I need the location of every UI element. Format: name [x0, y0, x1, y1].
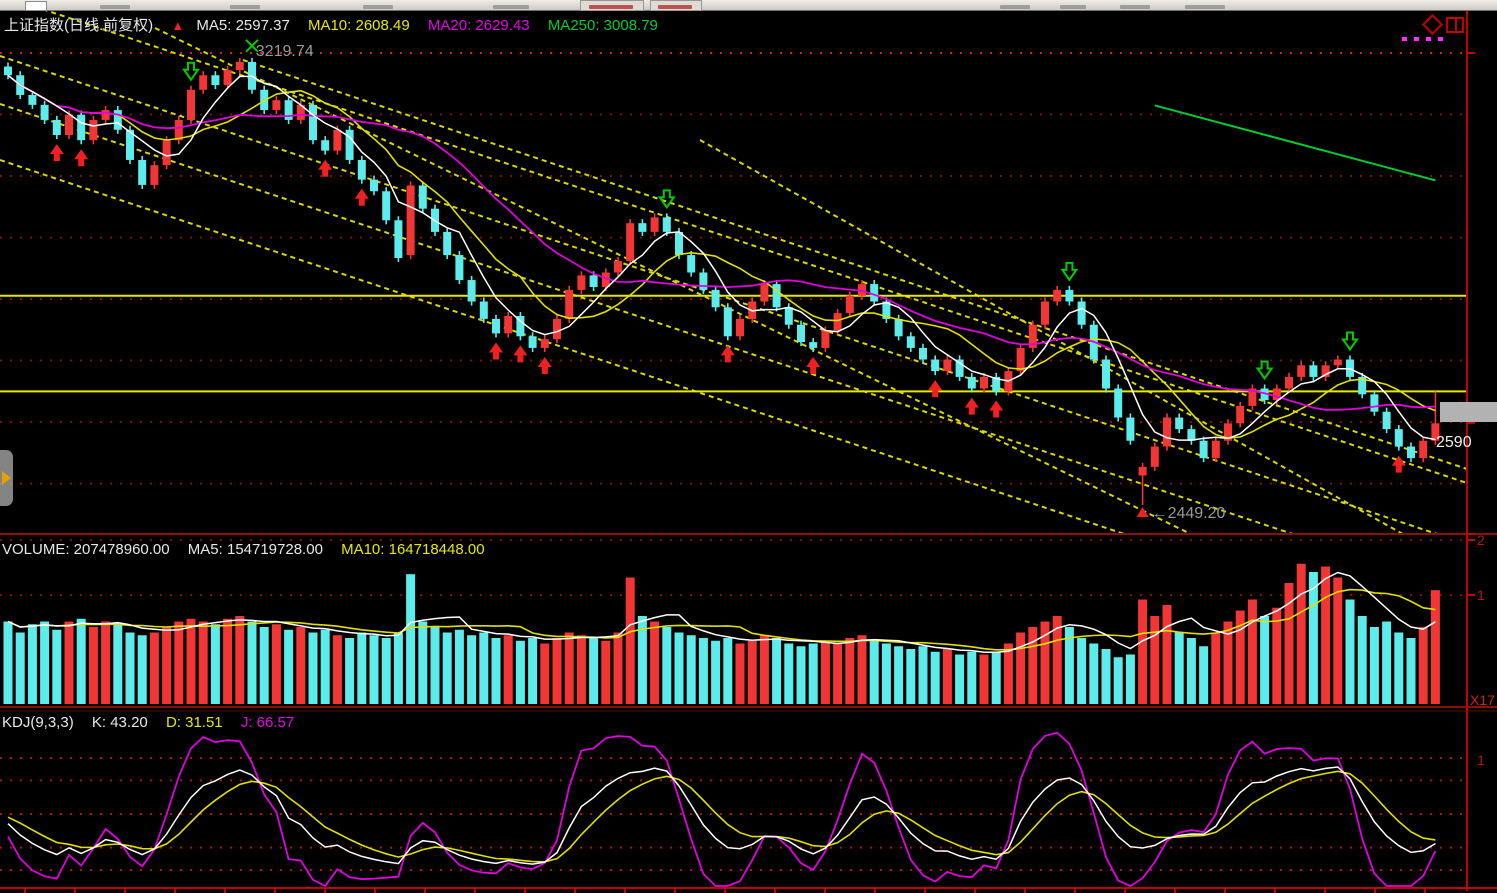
menu-bar-fragment [100, 5, 130, 9]
sell-arrow-icon [1341, 331, 1359, 352]
svg-text:←2449.20: ←2449.20 [1152, 505, 1226, 522]
sidebar-expand-handle[interactable] [0, 450, 13, 506]
instrument-title: 上证指数(日线.前复权) [4, 17, 154, 34]
menu-bar-fragment [1120, 5, 1150, 9]
menu-button[interactable] [650, 0, 702, 11]
ma10-value: MA10: 2608.49 [307, 17, 410, 34]
menu-bar-fragment [493, 5, 529, 9]
kdj-pane [0, 731, 1467, 888]
kdj-pane-header: KDJ(9,3,3) K: 43.20 D: 31.51 J: 66.57 [2, 714, 308, 731]
volume-pane [0, 539, 1467, 704]
ma20-value: MA20: 2629.43 [427, 17, 530, 34]
buy-arrow-icon [74, 149, 89, 167]
kdj-j-value: J: 66.57 [240, 714, 295, 731]
buy-arrow-icon [489, 342, 503, 360]
buy-arrow-icon [964, 397, 979, 415]
buy-arrow-icon [318, 159, 333, 177]
menu-tab-icon[interactable] [25, 1, 47, 11]
svg-text:2: 2 [1477, 532, 1485, 548]
menu-bar-fragment [363, 5, 393, 9]
svg-text:1: 1 [1477, 587, 1485, 603]
overlay-layer: 3219.74 ←2449.20 2590 2 1 X17 1 [0, 10, 1497, 893]
diamond-icon[interactable] [1421, 13, 1444, 36]
svg-text:2590: 2590 [1436, 434, 1472, 451]
buy-arrow-icon [354, 188, 369, 206]
sell-arrow-icon [182, 61, 200, 82]
main-price-pane [0, 10, 1467, 533]
svg-text:1: 1 [1477, 752, 1485, 768]
candles-layer [4, 57, 1440, 505]
kdj-title: KDJ(9,3,3) [2, 714, 74, 731]
menu-bar[interactable] [0, 0, 1497, 11]
ma250-value: MA250: 3008.79 [547, 17, 658, 34]
menu-bar-fragment [1185, 5, 1225, 9]
buy-arrow-icon [49, 144, 64, 162]
trend-up-arrow-icon: ▲ [171, 18, 185, 33]
kdj-k-value: K: 43.20 [91, 714, 148, 731]
volume-ma5-value: MA5: 154719728.00 [187, 541, 323, 558]
x-marker-icon [245, 39, 259, 53]
menu-bar-fragment [1060, 5, 1086, 9]
buy-arrow-icon [513, 345, 528, 363]
volume-pane-header: VOLUME: 207478960.00 MA5: 154719728.00 M… [2, 541, 499, 558]
svg-text:X17: X17 [1470, 692, 1495, 708]
buy-arrow-icon [537, 356, 552, 374]
volume-ma10-value: MA10: 164718448.00 [341, 541, 485, 558]
sell-arrow-icon [657, 189, 676, 210]
menu-bar-fragment [1000, 5, 1030, 9]
svg-text:3219.74: 3219.74 [256, 43, 314, 60]
main-chart-header: 上证指数(日线.前复权) ▲ MA5: 2597.37 MA10: 2608.4… [4, 14, 672, 35]
menu-button[interactable] [580, 0, 644, 11]
low-marker-icon [1136, 507, 1149, 517]
signal-arrows-layer [49, 39, 1406, 473]
buy-arrow-icon [806, 356, 821, 374]
menu-bar-fragment [230, 5, 260, 9]
current-price-tag [1440, 402, 1497, 422]
buy-arrow-icon [989, 400, 1004, 418]
buy-arrow-icon [720, 345, 735, 363]
sell-arrow-icon [1255, 360, 1274, 381]
kdj-d-value: D: 31.51 [165, 714, 223, 731]
ma5-value: MA5: 2597.37 [196, 17, 290, 34]
sell-arrow-icon [1060, 261, 1079, 282]
expand-arrow-icon [2, 471, 11, 485]
volume-bars-layer [3, 563, 1440, 704]
buy-arrow-icon [928, 380, 943, 398]
volume-value: VOLUME: 207478960.00 [2, 541, 170, 558]
buy-arrow-icon [1391, 455, 1406, 473]
